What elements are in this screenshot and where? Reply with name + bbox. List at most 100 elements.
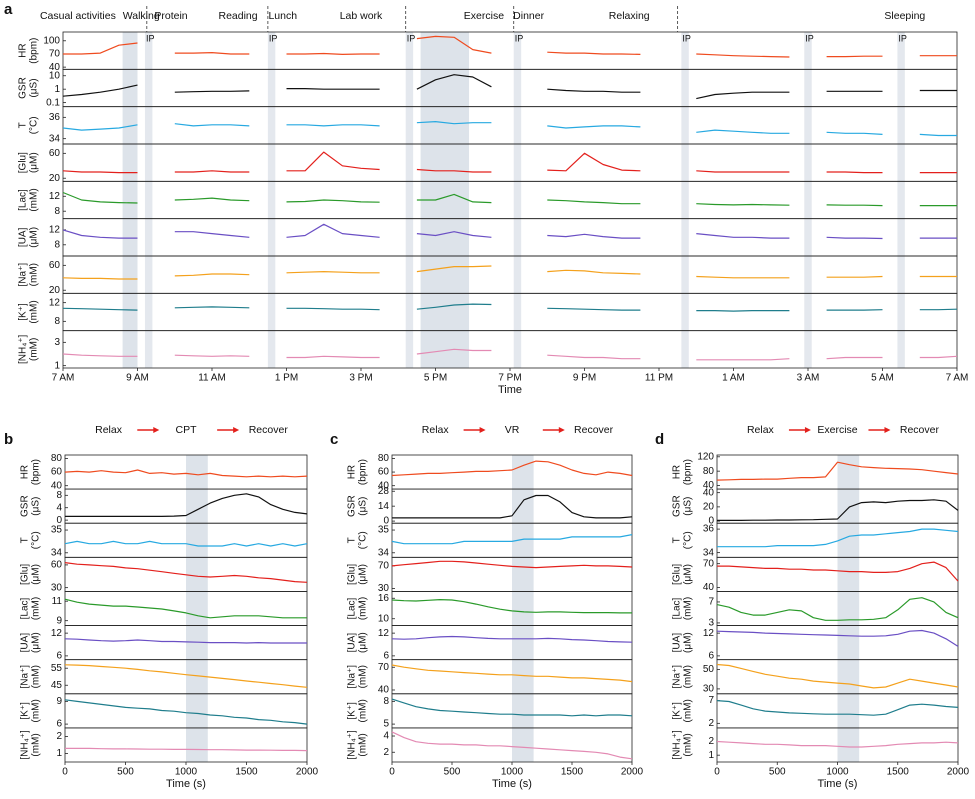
y-axis-unit: (mM) xyxy=(29,188,40,211)
x-tick-label: 0 xyxy=(62,767,68,778)
y-axis-name: [UA] xyxy=(18,227,29,247)
y-axis-name: [Lac] xyxy=(20,597,31,619)
y-tick-label: 34 xyxy=(703,547,715,558)
y-axis-name: [NH₄⁺] xyxy=(347,730,358,760)
y-axis-unit: (μS) xyxy=(31,497,42,516)
y-tick-label: 7 xyxy=(708,597,714,608)
panel-letter: d xyxy=(655,431,664,448)
y-tick-label: 10 xyxy=(378,613,390,624)
activity-label: Casual activities xyxy=(40,10,116,22)
y-tick-label: 55 xyxy=(51,663,63,674)
y-tick-label: 3 xyxy=(708,618,714,629)
x-tick-label: 11 PM xyxy=(645,373,673,384)
y-tick-label: 60 xyxy=(51,560,63,571)
y-axis-name: [K⁺] xyxy=(20,702,31,720)
trace-line xyxy=(64,638,307,644)
y-tick-label: 2 xyxy=(383,747,389,758)
y-axis-name: [Lac] xyxy=(347,597,358,619)
ip-window xyxy=(144,32,153,368)
y-axis-name: [Glu] xyxy=(672,564,683,585)
y-axis-name: [Lac] xyxy=(672,597,683,619)
activity-label: Walking xyxy=(123,10,160,22)
y-axis-unit: (°C) xyxy=(683,531,694,549)
ip-window xyxy=(267,32,276,368)
y-tick-label: 120 xyxy=(697,451,714,462)
trace-line xyxy=(391,731,633,760)
activity-label: Relaxing xyxy=(609,10,650,22)
y-axis-name: HR xyxy=(672,465,683,479)
trace-line xyxy=(64,562,308,583)
y-axis-name: [NH₄⁺] xyxy=(672,730,683,760)
ip-label: IP xyxy=(146,33,155,43)
trace-line xyxy=(62,191,957,207)
activity-label: Dinner xyxy=(513,10,544,22)
trace-line xyxy=(64,598,307,619)
y-axis-unit: (μM) xyxy=(31,632,42,653)
x-tick-label: 11 AM xyxy=(198,373,226,384)
y-axis-unit: (μM) xyxy=(683,632,694,653)
x-tick-label: 1500 xyxy=(561,767,584,778)
activity-label: Lunch xyxy=(268,10,297,22)
trace-line xyxy=(64,469,308,478)
x-axis-title: Time (s) xyxy=(166,778,206,790)
y-tick-label: 3 xyxy=(54,337,60,348)
y-tick-label: 60 xyxy=(51,467,63,478)
y-tick-label: 70 xyxy=(49,49,61,60)
x-tick-label: 1500 xyxy=(887,767,910,778)
y-tick-label: 9 xyxy=(56,615,62,626)
y-tick-label: 12 xyxy=(51,628,63,639)
ip-label: IP xyxy=(407,33,416,43)
y-tick-label: 4 xyxy=(56,502,62,513)
y-tick-label: 16 xyxy=(378,593,390,604)
ip-window xyxy=(804,32,812,368)
x-tick-label: 0 xyxy=(389,767,395,778)
y-tick-label: 40 xyxy=(703,487,715,498)
shaded-window xyxy=(186,455,208,762)
phase-label: Recover xyxy=(249,424,289,436)
activity-label: Lab work xyxy=(340,10,383,22)
x-tick-label: 500 xyxy=(769,767,786,778)
y-axis-unit: (bpm) xyxy=(358,459,369,485)
y-tick-label: 7 xyxy=(708,695,714,706)
trace-line xyxy=(717,528,959,548)
y-axis-name: [UA] xyxy=(347,633,358,653)
trace-line xyxy=(62,265,957,280)
phase-label: Recover xyxy=(574,424,614,436)
y-axis-name: GSR xyxy=(20,495,31,517)
x-tick-label: 1 PM xyxy=(275,373,298,384)
y-axis-name: [K⁺] xyxy=(347,702,358,720)
y-tick-label: 2 xyxy=(56,731,62,742)
y-axis-name: HR xyxy=(18,43,29,57)
phase-arrow-head xyxy=(804,427,811,433)
y-tick-label: 6 xyxy=(56,651,62,662)
shaded-window xyxy=(512,455,534,762)
y-tick-label: 40 xyxy=(703,480,715,491)
phase-label: Relax xyxy=(747,424,775,436)
phase-arrow-head xyxy=(153,427,160,433)
y-axis-unit: (bpm) xyxy=(29,38,40,64)
trace-line xyxy=(65,493,308,517)
y-tick-label: 35 xyxy=(51,525,63,536)
y-axis-unit: (mM) xyxy=(29,338,40,361)
y-axis-name: T xyxy=(18,122,29,128)
phase-label: CPT xyxy=(176,424,198,436)
y-tick-label: 60 xyxy=(49,148,61,159)
y-tick-label: 5 xyxy=(383,719,389,730)
y-tick-label: 1 xyxy=(54,360,60,371)
y-tick-label: 8 xyxy=(54,239,60,250)
y-axis-name: [Na⁺] xyxy=(20,665,31,689)
y-tick-label: 40 xyxy=(703,582,715,593)
trace-line xyxy=(62,151,957,174)
y-tick-label: 0.1 xyxy=(46,97,60,108)
trace-line xyxy=(717,561,959,582)
y-axis-unit: (bpm) xyxy=(683,459,694,485)
y-tick-label: 20 xyxy=(49,285,61,296)
x-tick-label: 7 AM xyxy=(946,373,969,384)
y-axis-unit: (μM) xyxy=(29,152,40,173)
y-tick-label: 6 xyxy=(383,651,389,662)
y-tick-label: 30 xyxy=(51,582,63,593)
trace-line xyxy=(391,534,633,545)
x-tick-label: 7 AM xyxy=(52,373,75,384)
y-tick-label: 12 xyxy=(703,628,715,639)
